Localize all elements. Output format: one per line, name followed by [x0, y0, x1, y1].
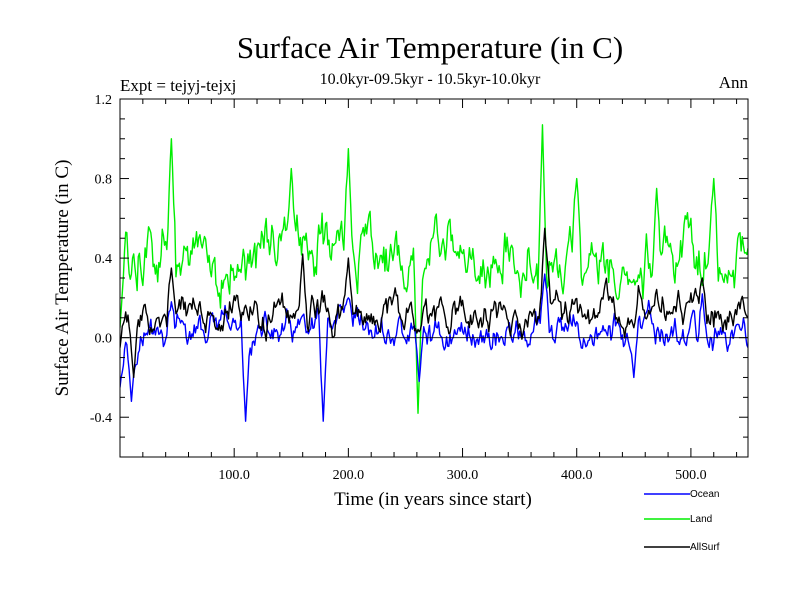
x-tick-label: 200.0 — [333, 468, 365, 483]
x-tick-label: 300.0 — [447, 468, 479, 483]
chart-subtitle: 10.0kyr-09.5kyr - 10.5kyr-10.0kyr — [320, 71, 541, 88]
series-line-ocean — [120, 273, 748, 422]
y-tick-label: 0.4 — [95, 252, 113, 267]
series-layer — [120, 124, 748, 422]
y-tick-label: 1.2 — [95, 93, 113, 108]
x-axis-label: Time (in years since start) — [334, 489, 532, 510]
chart-title: Surface Air Temperature (in C) — [237, 30, 623, 65]
x-tick-label: 100.0 — [218, 468, 250, 483]
x-tick-label: 500.0 — [675, 468, 707, 483]
series-line-allsurf — [120, 227, 748, 379]
legend-label-ocean: Ocean — [690, 489, 719, 500]
legend-label-allsurf: AllSurf — [690, 542, 720, 553]
tick-layer: 100.0 200.0 300.0 400.0 500.0 -0.4 0.0 0.4 0.8 1.… — [90, 93, 748, 483]
y-axis-label: Surface Air Temperature (in C) — [52, 160, 73, 397]
y-tick-label: 0.0 — [95, 332, 113, 347]
legend: Ocean Land AllSurf — [644, 489, 720, 553]
x-tick-label: 400.0 — [561, 468, 593, 483]
season-label: Ann — [719, 73, 749, 92]
legend-label-land: Land — [690, 514, 712, 525]
y-tick-label: 0.8 — [95, 173, 113, 188]
expt-label: Expt = tejyj-tejxj — [120, 76, 236, 95]
y-tick-label: -0.4 — [90, 411, 112, 426]
series-line-land — [120, 124, 748, 414]
